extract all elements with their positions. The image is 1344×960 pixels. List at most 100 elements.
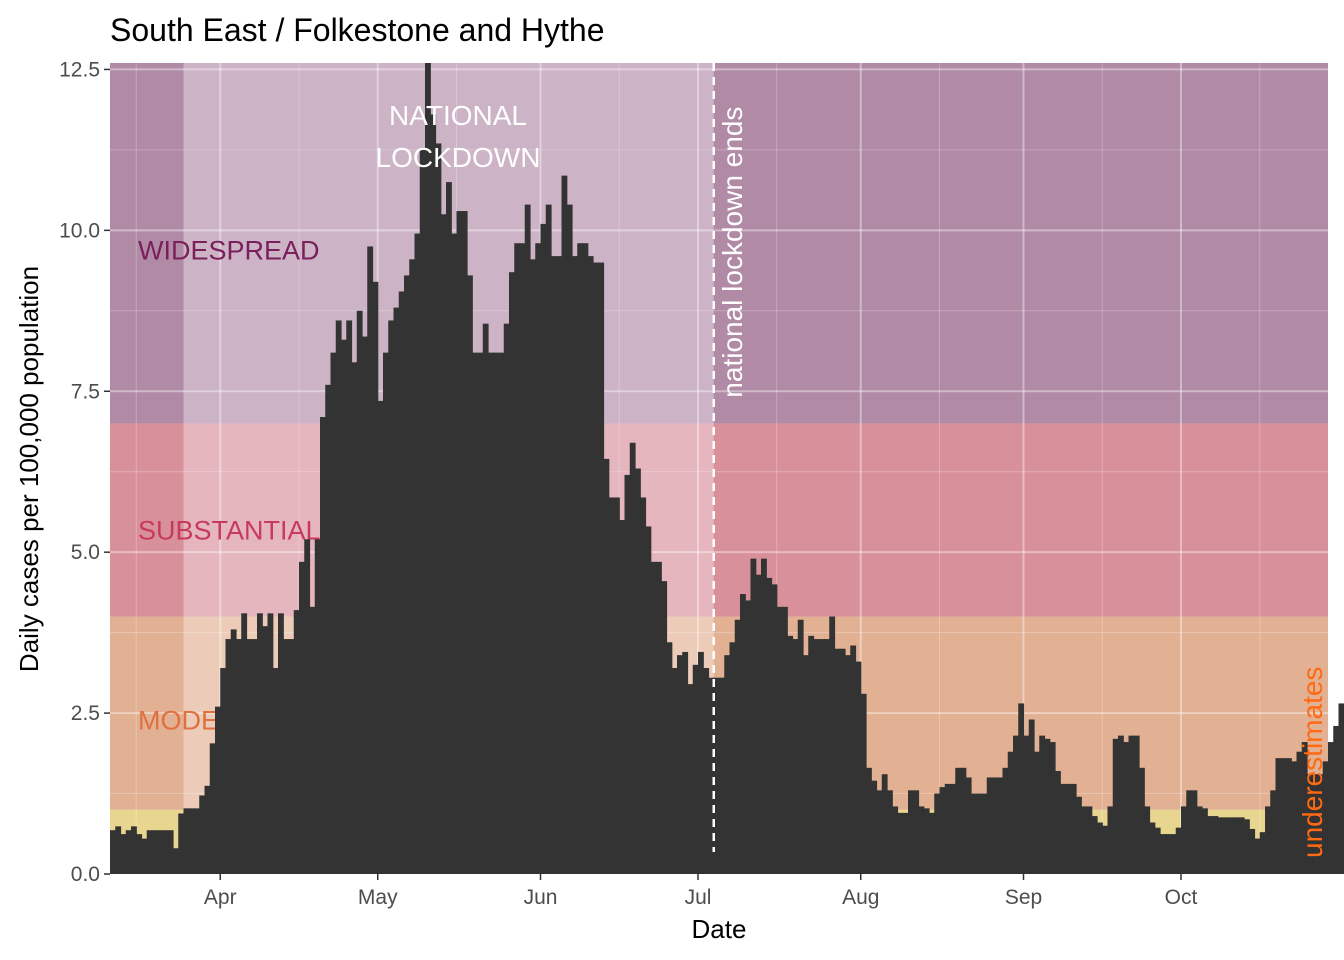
bar [325, 384, 332, 874]
bar [1186, 790, 1193, 874]
bar [451, 233, 458, 874]
bar [997, 777, 1004, 874]
bar [346, 320, 353, 875]
bar [209, 743, 216, 874]
bar [199, 795, 206, 874]
bar [1317, 774, 1324, 874]
bar [162, 830, 169, 874]
bar [981, 793, 988, 874]
bar [934, 793, 941, 874]
bar [929, 812, 935, 874]
bar [1238, 817, 1245, 874]
bar [1286, 758, 1292, 874]
bar [992, 777, 998, 874]
bar [530, 259, 536, 874]
x-tick-label: Aug [842, 886, 879, 909]
bar [488, 352, 494, 874]
bar [257, 613, 263, 874]
bar [850, 645, 857, 874]
bar [1181, 806, 1187, 874]
bar [1013, 735, 1019, 874]
bar [1275, 758, 1282, 874]
bar [503, 323, 510, 874]
bar [535, 243, 542, 875]
bar [671, 668, 678, 874]
bars [110, 63, 1344, 875]
bar [761, 558, 767, 874]
bar [540, 223, 547, 874]
bar [430, 114, 437, 875]
band-label: WIDESPREAD [138, 236, 320, 266]
bar [619, 519, 626, 874]
bar [729, 642, 736, 874]
bar [818, 639, 825, 874]
bar [230, 629, 237, 874]
chart-title: South East / Folkestone and Hythe [110, 12, 605, 48]
bar [813, 639, 820, 874]
bar [834, 648, 841, 874]
bar [1086, 806, 1093, 874]
bar [666, 642, 673, 874]
bar [1307, 774, 1313, 874]
bar [393, 307, 400, 875]
bar [635, 468, 641, 874]
bar [1128, 735, 1135, 874]
risk-band [110, 423, 1328, 617]
bar [1160, 834, 1166, 874]
bar [881, 774, 888, 874]
bar [330, 352, 337, 874]
bar [923, 808, 930, 874]
bar [1265, 806, 1271, 874]
bar [1328, 742, 1334, 874]
bar [1301, 742, 1308, 874]
bar [435, 143, 442, 874]
bar [372, 281, 379, 875]
bar [855, 661, 862, 874]
bar [829, 616, 836, 874]
bar [183, 808, 190, 874]
bar [692, 664, 699, 874]
bar [629, 442, 636, 874]
x-tick-label: May [358, 886, 398, 909]
bar [1107, 806, 1114, 874]
bar [1217, 817, 1224, 874]
bar [1212, 816, 1219, 874]
bar [419, 149, 426, 874]
bar [640, 497, 647, 874]
bar [1070, 783, 1077, 874]
bar [178, 813, 185, 874]
bar [136, 834, 143, 874]
band-label: SUBSTANTIAL [138, 516, 321, 546]
bar [388, 320, 395, 875]
bar [1270, 790, 1277, 874]
bar [446, 182, 452, 874]
bar [409, 259, 416, 874]
bar [220, 668, 227, 874]
bar [713, 677, 720, 874]
bar [110, 830, 116, 874]
bar [582, 243, 589, 875]
bar [545, 204, 552, 875]
bar [708, 677, 715, 874]
bar [1023, 735, 1030, 874]
bar [950, 783, 956, 874]
bar [1091, 816, 1098, 874]
bar [482, 323, 489, 874]
bar [514, 243, 521, 875]
bar [404, 275, 410, 874]
bar [566, 204, 573, 875]
bar [299, 561, 305, 874]
bar [682, 651, 689, 874]
bar [241, 613, 248, 874]
bar [283, 639, 290, 874]
bar [1254, 838, 1261, 874]
bar [871, 780, 878, 874]
bar [971, 793, 977, 874]
bar [624, 474, 631, 874]
bar [509, 272, 515, 874]
bar [272, 668, 279, 874]
bar [803, 655, 809, 874]
bar [304, 539, 311, 874]
bar [792, 639, 799, 874]
bar [1280, 758, 1287, 874]
